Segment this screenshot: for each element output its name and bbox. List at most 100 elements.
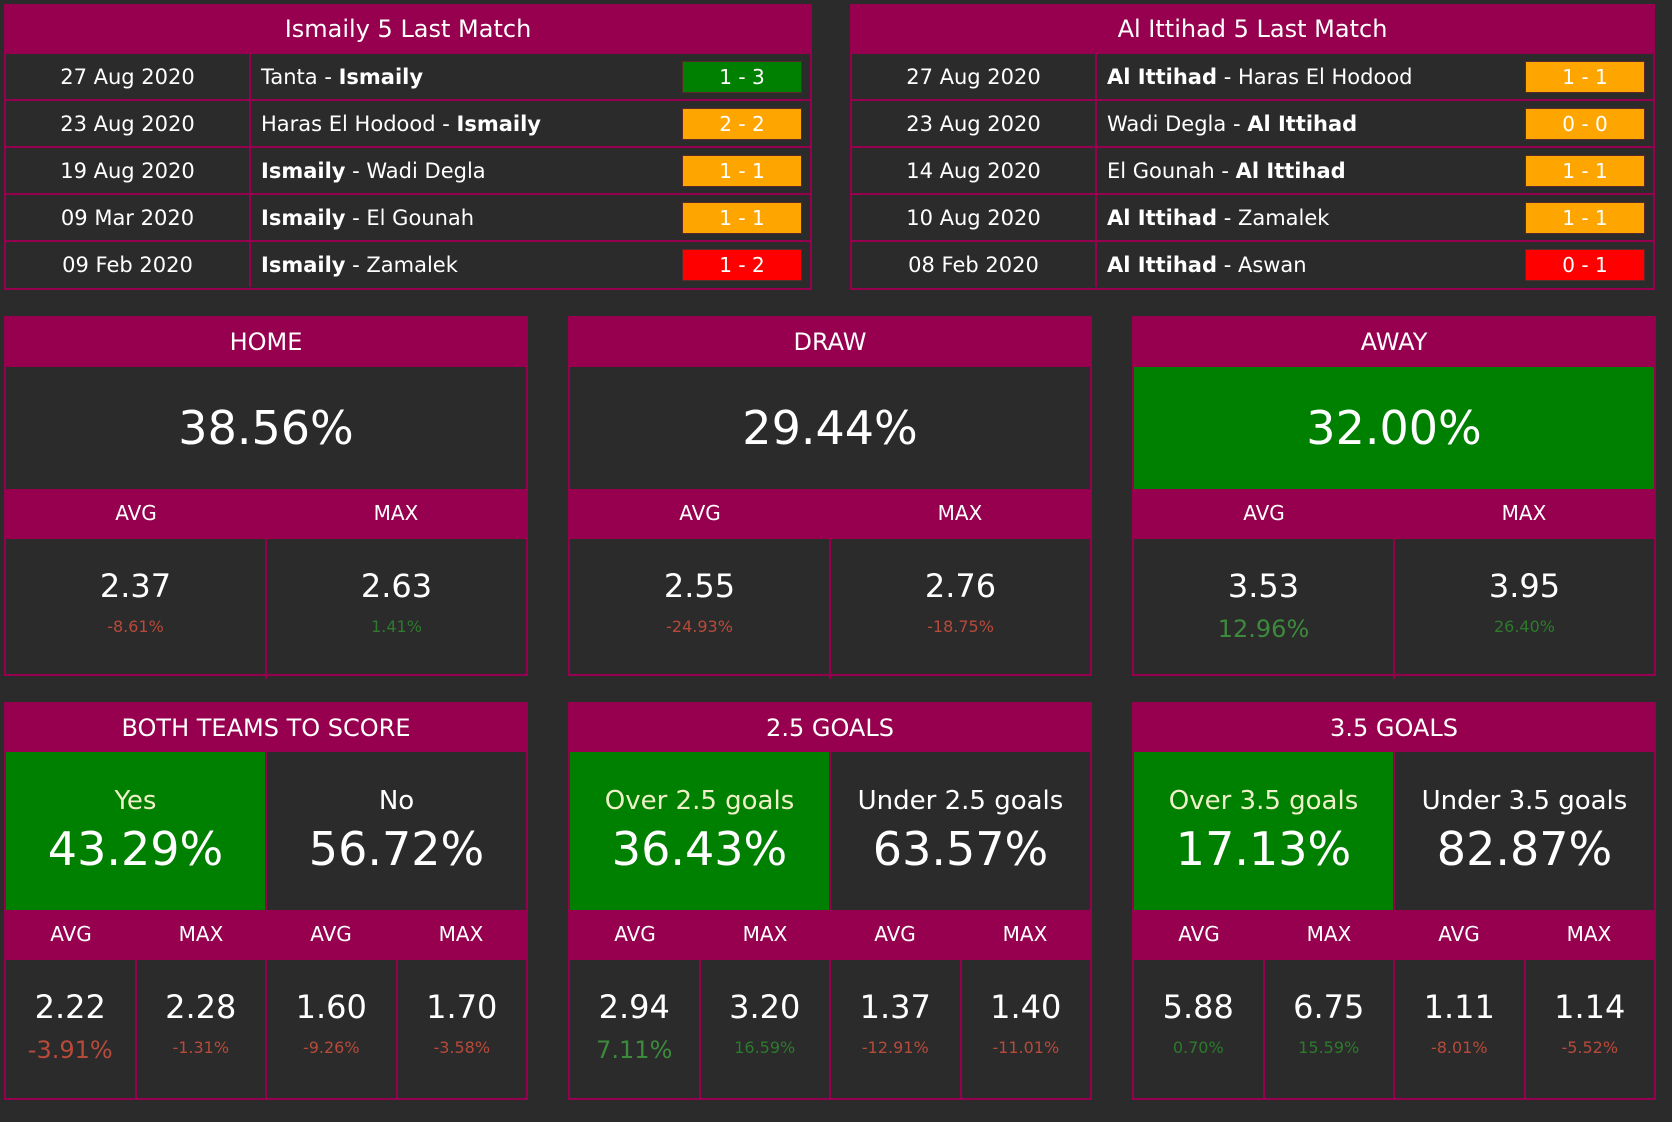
away-team: Haras El Hodood (1237, 64, 1413, 89)
max-odds: 2.63 (360, 567, 433, 605)
max-label: MAX (373, 501, 419, 525)
max-edge: -18.75% (927, 617, 994, 636)
home-team: Al Ittihad (1107, 205, 1218, 230)
max-odds-cell: 2.76 -18.75% (829, 539, 1090, 679)
team-separator: - (1217, 252, 1238, 277)
team-separator: - (1217, 205, 1238, 230)
odds-edge: -11.01% (992, 1038, 1060, 1057)
home-team: Tanta (261, 64, 318, 89)
match-row: 10 Aug 2020 Al Ittihad - Zamalek 1 - 1 (852, 193, 1653, 240)
match-teams: Wadi Degla - Al Ittihad (1097, 112, 1525, 136)
odds-column-label: AVG (1178, 922, 1220, 946)
odds-values: 2.94 7.11% 3.20 16.59% 1.37 -12.91% 1.40 -11.01… (570, 958, 1090, 1098)
odds-cell: 2.22 -3.91% (6, 960, 135, 1098)
option-label: Yes (114, 786, 157, 816)
avg-edge: 12.96% (1217, 615, 1310, 643)
match-date: 19 Aug 2020 (6, 148, 251, 193)
max-odds: 3.95 (1488, 567, 1561, 605)
market-probability: 32.00% (1134, 366, 1654, 489)
max-odds: 2.76 (924, 567, 997, 605)
max-odds-cell: 3.95 26.40% (1393, 539, 1654, 679)
match-teams: Al Ittihad - Aswan (1097, 253, 1525, 277)
odds-column-label: MAX (438, 922, 484, 946)
match-score: 0 - 0 (1525, 107, 1645, 140)
odds-value: 1.11 (1423, 988, 1495, 1026)
market-option: Under 2.5 goals 63.57% (829, 752, 1090, 910)
home-team: Haras El Hodood (261, 111, 436, 136)
match-date: 08 Feb 2020 (852, 242, 1097, 287)
match-teams: Al Ittihad - Zamalek (1097, 206, 1525, 230)
market-title: DRAW (570, 318, 1090, 366)
market-options: Over 2.5 goals 36.43% Under 2.5 goals 63.57… (570, 752, 1090, 910)
option-label: Under 3.5 goals (1421, 786, 1628, 816)
team-separator: - (345, 158, 367, 183)
match-teams: El Gounah - Al Ittihad (1097, 159, 1525, 183)
home-team: Al Ittihad (1107, 64, 1218, 89)
market-title: BOTH TEAMS TO SCORE (6, 704, 526, 752)
market-options: Over 3.5 goals 17.13% Under 3.5 goals 82.87… (1134, 752, 1654, 910)
odds-edge: 7.11% (596, 1036, 673, 1064)
away-last-matches-title: Al Ittihad 5 Last Match (852, 6, 1653, 52)
avg-label: AVG (115, 501, 157, 525)
match-row: 08 Feb 2020 Al Ittihad - Aswan 0 - 1 (852, 240, 1653, 287)
option-label: Over 3.5 goals (1168, 786, 1359, 816)
odds-header: AVG MAX AVG MAX (6, 910, 526, 958)
odds-edge: 15.59% (1298, 1038, 1360, 1057)
odds-cell: 3.20 16.59% (698, 960, 830, 1098)
odds-value: 1.14 (1554, 988, 1626, 1026)
option-label: Over 2.5 goals (604, 786, 795, 816)
market-title: AWAY (1134, 318, 1654, 366)
away-team: Zamalek (366, 252, 458, 277)
odds-edge: -9.26% (302, 1038, 360, 1057)
odds-column-label: MAX (1566, 922, 1612, 946)
option-probability: 36.43% (611, 822, 788, 876)
avg-odds-cell: 2.55 -24.93% (570, 539, 829, 679)
odds-header: AVG MAX (570, 489, 1090, 537)
market-title: HOME (6, 318, 526, 366)
odds-edge: 0.70% (1172, 1038, 1224, 1057)
market-probability: 38.56% (6, 366, 526, 489)
market-title: 3.5 GOALS (1134, 704, 1654, 752)
match-row: 27 Aug 2020 Al Ittihad - Haras El Hodood 1… (852, 52, 1653, 99)
option-probability: 56.72% (308, 822, 485, 876)
odds-value: 2.22 (34, 988, 106, 1026)
match-score: 1 - 1 (682, 154, 802, 187)
home-team: Ismaily (261, 252, 346, 277)
market-option: No 56.72% (265, 752, 526, 910)
match-row: 23 Aug 2020 Haras El Hodood - Ismaily 2 - … (6, 99, 810, 146)
home-team: Wadi Degla (1107, 111, 1227, 136)
odds-header: AVG MAX (1134, 489, 1654, 537)
market-option: Under 3.5 goals 82.87% (1393, 752, 1654, 910)
option-probability: 17.13% (1175, 822, 1352, 876)
match-score: 0 - 1 (1525, 248, 1645, 281)
odds-value: 1.60 (295, 988, 367, 1026)
match-row: 23 Aug 2020 Wadi Degla - Al Ittihad 0 - 0 (852, 99, 1653, 146)
match-row: 27 Aug 2020 Tanta - Ismaily 1 - 3 (6, 52, 810, 99)
match-teams: Ismaily - El Gounah (251, 206, 682, 230)
odds-column-label: MAX (1002, 922, 1048, 946)
odds-values: 3.53 12.96% 3.95 26.40% (1134, 537, 1654, 679)
home-team: El Gounah (1107, 158, 1215, 183)
away-team: Al Ittihad (1235, 158, 1346, 183)
market-option: Over 3.5 goals 17.13% (1134, 752, 1393, 910)
avg-odds: 3.53 (1227, 567, 1300, 605)
odds-cell: 1.14 -5.52% (1523, 960, 1655, 1098)
odds-column-label: AVG (50, 922, 92, 946)
match-score: 1 - 1 (682, 201, 802, 234)
odds-edge: -1.31% (172, 1038, 230, 1057)
match-date: 09 Mar 2020 (6, 195, 251, 240)
odds-cell: 1.37 -12.91% (829, 960, 960, 1098)
avg-odds-cell: 3.53 12.96% (1134, 539, 1393, 679)
odds-column-label: AVG (310, 922, 352, 946)
market-options: Yes 43.29% No 56.72% (6, 752, 526, 910)
avg-odds: 2.37 (99, 567, 172, 605)
match-teams: Tanta - Ismaily (251, 65, 682, 89)
max-edge: 26.40% (1493, 617, 1555, 636)
market-panel-two-way: 3.5 GOALS Over 3.5 goals 17.13% Under 3.5 g… (1132, 702, 1656, 1100)
option-label: Under 2.5 goals (857, 786, 1064, 816)
match-teams: Ismaily - Wadi Degla (251, 159, 682, 183)
odds-values: 2.55 -24.93% 2.76 -18.75% (570, 537, 1090, 679)
avg-edge: -24.93% (666, 617, 733, 636)
option-probability: 82.87% (1436, 822, 1613, 876)
market-option: Over 2.5 goals 36.43% (570, 752, 829, 910)
